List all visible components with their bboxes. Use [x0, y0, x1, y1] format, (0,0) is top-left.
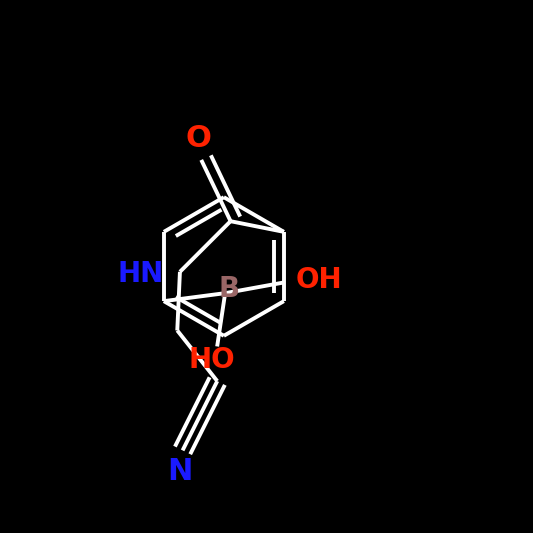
- Text: B: B: [219, 275, 240, 303]
- Text: O: O: [185, 124, 212, 153]
- Text: HN: HN: [118, 261, 164, 288]
- Text: HO: HO: [189, 346, 235, 374]
- Text: OH: OH: [295, 266, 342, 294]
- Text: N: N: [167, 457, 192, 486]
